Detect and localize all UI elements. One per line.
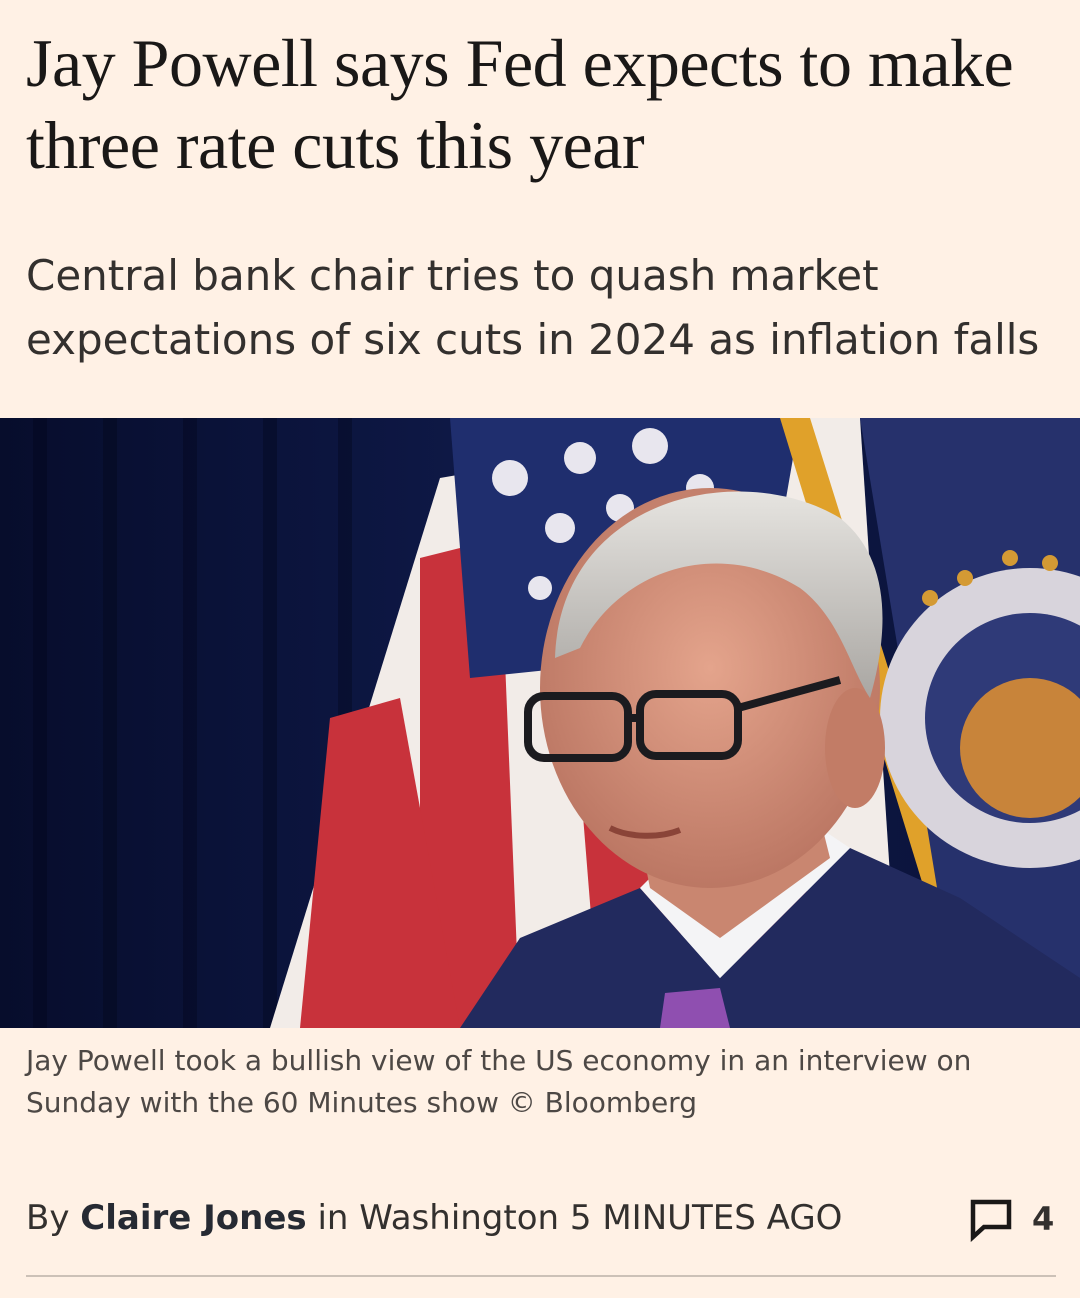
byline-location: in Washington [317, 1198, 560, 1238]
publish-time: 5 MINUTES AGO [569, 1198, 843, 1238]
comments-button[interactable]: 4 [968, 1196, 1054, 1242]
byline: By Claire Jones in Washington 5 MINUTES … [26, 1193, 842, 1243]
speech-bubble-icon [968, 1196, 1014, 1242]
article-hero-image[interactable] [0, 418, 1080, 1028]
hero-photo-illustration [0, 418, 1080, 1028]
article-standfirst: Central bank chair tries to quash market… [26, 251, 1040, 364]
comment-count: 4 [1032, 1200, 1055, 1238]
image-caption: Jay Powell took a bullish view of the US… [26, 1044, 972, 1119]
author-link[interactable]: Claire Jones [80, 1198, 307, 1238]
divider [26, 1275, 1056, 1277]
article-headline: Jay Powell says Fed expects to make thre… [26, 25, 1014, 183]
byline-prefix: By [26, 1198, 70, 1238]
